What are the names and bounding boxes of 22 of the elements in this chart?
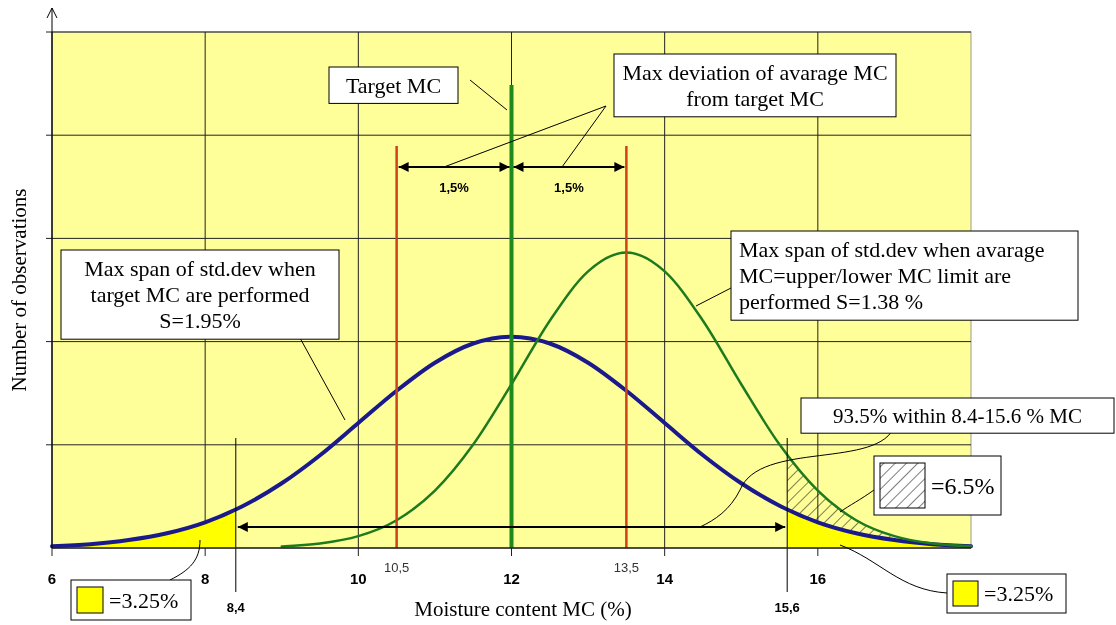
ref-line-label: 13,5: [613, 560, 640, 575]
ref-line-label: 10,5: [383, 560, 410, 575]
text: =3.25%: [109, 587, 179, 613]
x-tick-label: 16: [809, 570, 827, 587]
annotation: Max span of std.dev when avarage MC=upper/lower MC limit are performed S=1.38 %: [739, 236, 1045, 315]
ref-line-label: 15,6: [774, 600, 800, 615]
x-tick-label: 10: [349, 570, 367, 587]
annotation: =6.5%: [931, 472, 995, 499]
annotation: Max span of std.dev when target MC are performed S=1.95%: [84, 255, 316, 334]
x-tick-label: 6: [47, 570, 57, 587]
x-axis-title: Moisture content MC (%): [414, 597, 632, 621]
text: =3.25%: [984, 581, 1054, 607]
ref-line-label: 8,4: [226, 600, 246, 615]
y-axis-title: Number of observations: [7, 188, 31, 392]
x-tick-label: 8: [200, 570, 210, 587]
text: Target MC: [345, 72, 442, 98]
annotation: 93.5% within 8.4-15.6 % MC: [832, 403, 1083, 428]
text: Max deviation of avarage MC from target MC: [622, 59, 888, 111]
x-tick-label: 14: [656, 570, 674, 587]
text: 1,5%: [439, 180, 470, 195]
x-tick-label: 12: [503, 570, 520, 587]
text: 1,5%: [554, 180, 585, 195]
